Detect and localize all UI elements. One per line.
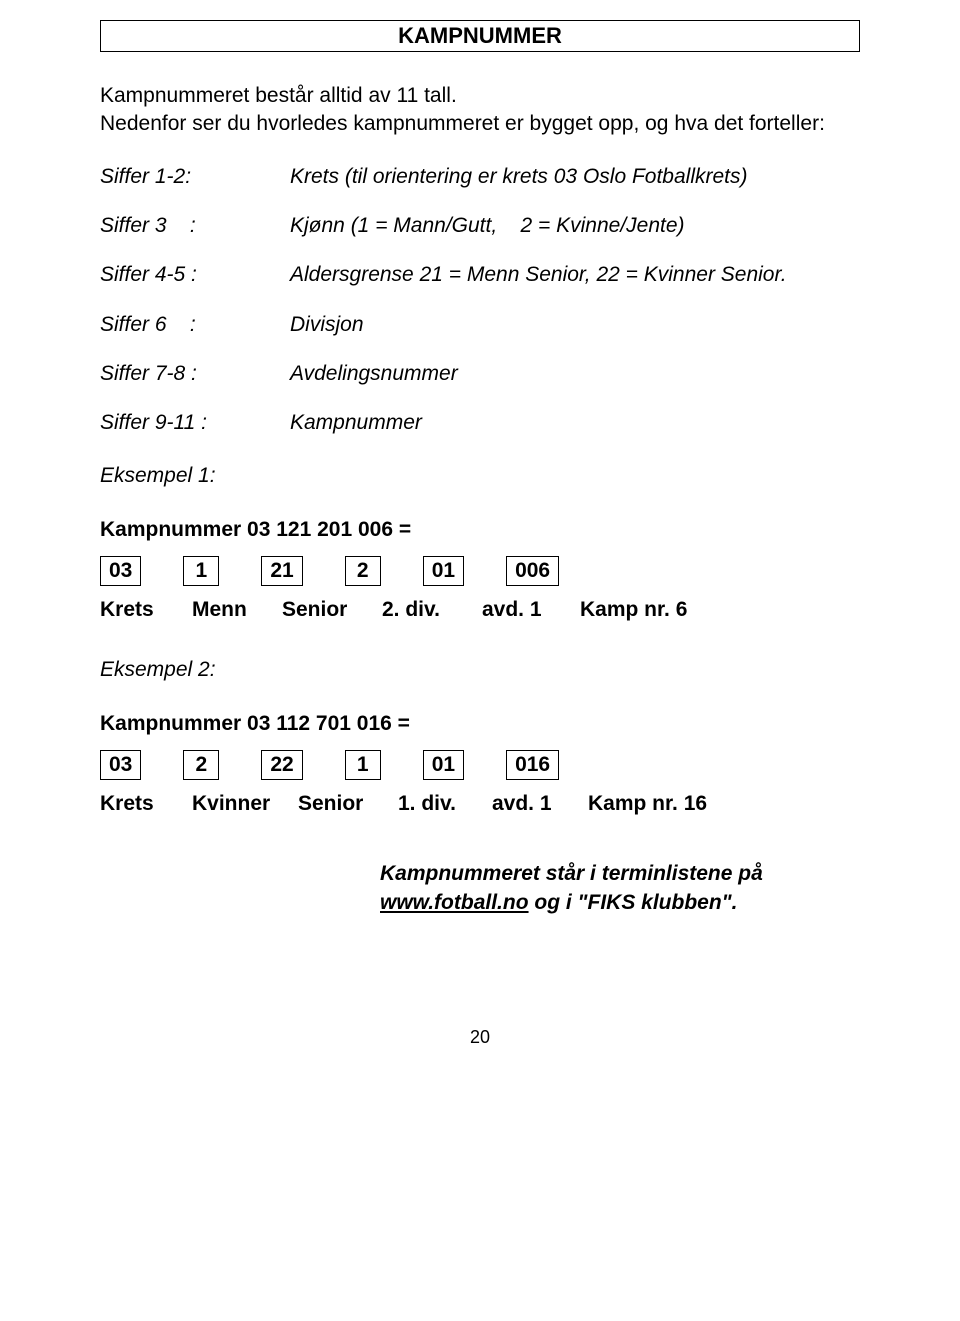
definitions: Siffer 1-2: Krets (til orientering er kr… (100, 163, 860, 437)
example-2-heading: Kampnummer 03 112 701 016 = (100, 712, 860, 736)
box: 01 (423, 750, 464, 780)
box: 2 (183, 750, 219, 780)
def-label: Siffer 7-8 : (100, 360, 290, 387)
def-value: Divisjon (290, 311, 860, 338)
box-label: 2. div. (382, 598, 476, 622)
box-label: Menn (192, 598, 276, 622)
box-label: Krets (100, 792, 186, 816)
box-label: Senior (298, 792, 392, 816)
box: 22 (261, 750, 302, 780)
def-value: Avdelingsnummer (290, 360, 860, 387)
box: 016 (506, 750, 559, 780)
def-row: Siffer 6 : Divisjon (100, 311, 860, 338)
title-bar: KAMPNUMMER (100, 20, 860, 52)
page-number: 20 (100, 1027, 860, 1048)
box: 1 (345, 750, 381, 780)
def-row: Siffer 7-8 : Avdelingsnummer (100, 360, 860, 387)
footer-link: www.fotball.no (380, 891, 529, 914)
box-label: avd. 1 (482, 598, 574, 622)
example-1-heading: Kampnummer 03 121 201 006 = (100, 518, 860, 542)
box-label: 1. div. (398, 792, 486, 816)
example-1-boxes: 03 1 21 2 01 006 (100, 556, 860, 586)
example-1-labels: KretsMennSenior2. div.avd. 1Kamp nr. 6 (100, 598, 860, 622)
example-1-label: Eksempel 1: (100, 464, 860, 488)
intro-line-1: Kampnummeret består alltid av 11 tall. (100, 84, 457, 107)
page-title: KAMPNUMMER (398, 23, 562, 48)
box: 01 (423, 556, 464, 586)
box: 21 (261, 556, 302, 586)
footer-note: Kampnummeret står i terminlistene på www… (380, 860, 860, 917)
intro-line-2: Nedenfor ser du hvorledes kampnummeret e… (100, 112, 825, 135)
def-row: Siffer 1-2: Krets (til orientering er kr… (100, 163, 860, 190)
box-label: Kamp nr. 6 (580, 598, 720, 622)
def-label: Siffer 4-5 : (100, 261, 290, 288)
def-value: Krets (til orientering er krets 03 Oslo … (290, 163, 860, 190)
def-label: Siffer 6 : (100, 311, 290, 338)
example-2-labels: KretsKvinnerSenior1. div.avd. 1Kamp nr. … (100, 792, 860, 816)
box-label: Senior (282, 598, 376, 622)
box-label: Kamp nr. 16 (588, 792, 728, 816)
box-label: Kvinner (192, 792, 292, 816)
example-2-boxes: 03 2 22 1 01 016 (100, 750, 860, 780)
def-value: Kjønn (1 = Mann/Gutt, 2 = Kvinne/Jente) (290, 212, 860, 239)
box: 03 (100, 750, 141, 780)
def-label: Siffer 1-2: (100, 163, 290, 190)
intro-text: Kampnummeret består alltid av 11 tall. N… (100, 82, 860, 139)
def-value: Kampnummer (290, 409, 860, 436)
box: 006 (506, 556, 559, 586)
footer-part-2: og i "FIKS klubben". (529, 891, 738, 914)
box-label: avd. 1 (492, 792, 582, 816)
def-row: Siffer 4-5 : Aldersgrense 21 = Menn Seni… (100, 261, 860, 288)
box: 1 (183, 556, 219, 586)
box-label: Krets (100, 598, 186, 622)
box: 03 (100, 556, 141, 586)
footer-part-1: Kampnummeret står i terminlistene på (380, 862, 763, 885)
example-2-label: Eksempel 2: (100, 658, 860, 682)
def-row: Siffer 3 : Kjønn (1 = Mann/Gutt, 2 = Kvi… (100, 212, 860, 239)
def-value: Aldersgrense 21 = Menn Senior, 22 = Kvin… (290, 261, 860, 288)
page-container: KAMPNUMMER Kampnummeret består alltid av… (0, 0, 960, 1088)
def-label: Siffer 9-11 : (100, 409, 290, 436)
def-row: Siffer 9-11 : Kampnummer (100, 409, 860, 436)
def-label: Siffer 3 : (100, 212, 290, 239)
box: 2 (345, 556, 381, 586)
